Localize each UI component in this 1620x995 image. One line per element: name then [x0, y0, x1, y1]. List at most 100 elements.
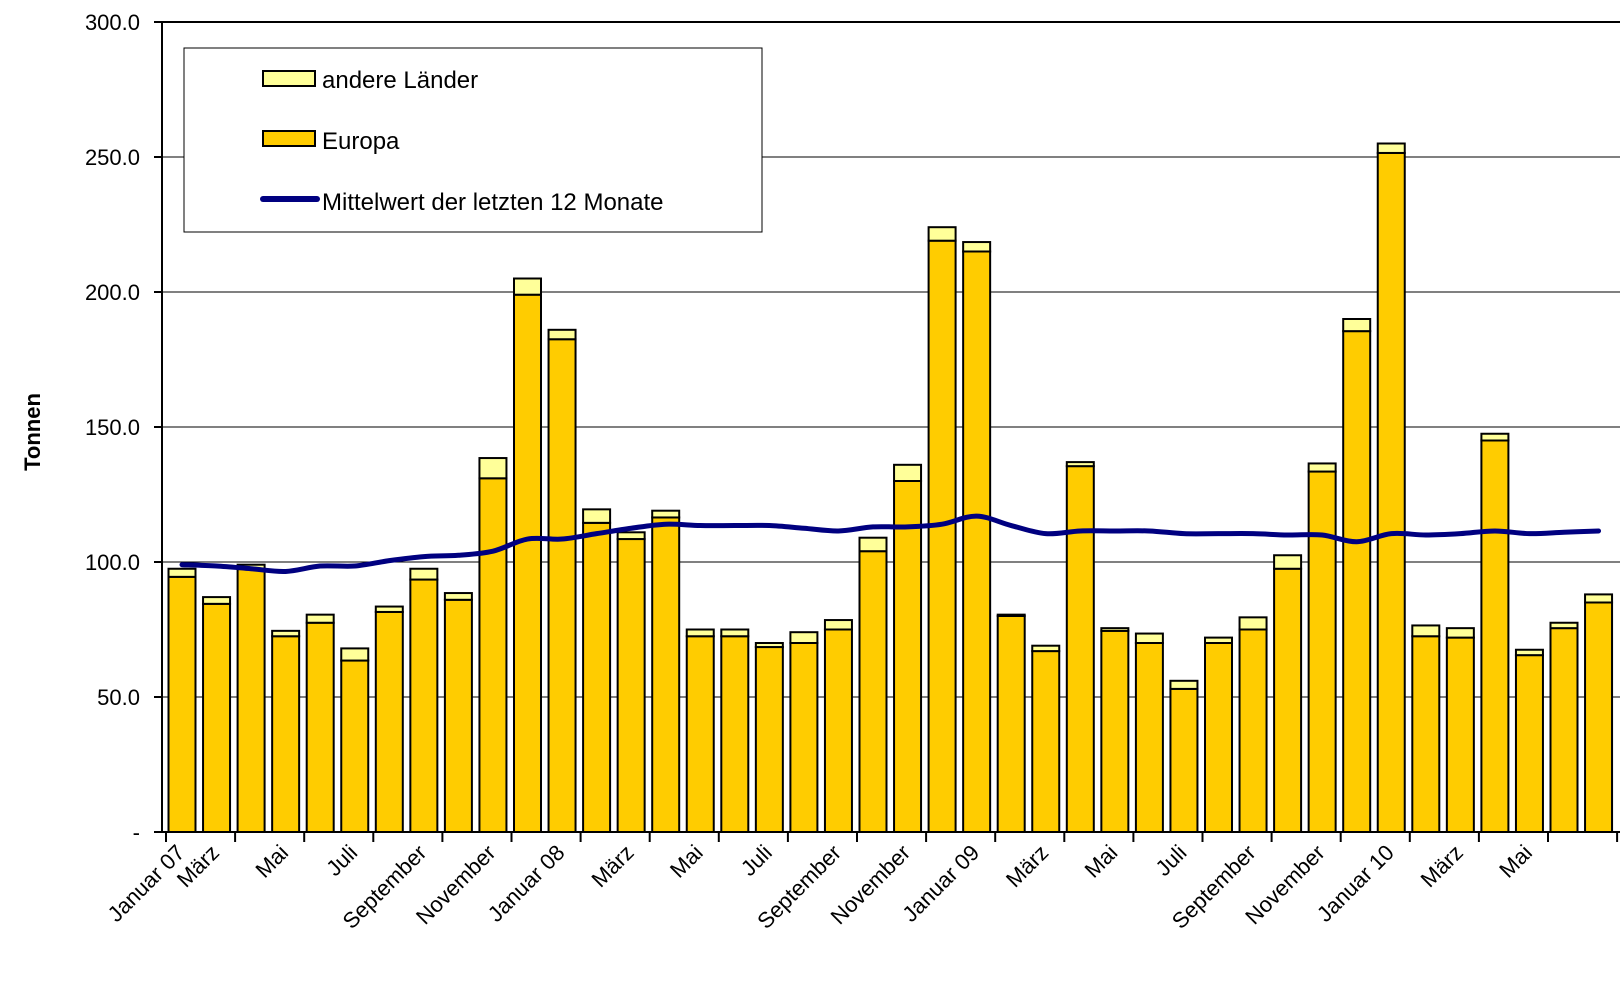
bar-andere-laender — [340, 647, 370, 662]
bar-andere-laender — [409, 567, 439, 581]
x-tick-label: Juli — [321, 840, 362, 881]
x-tick-label: Januar 07 — [103, 840, 190, 927]
axes — [154, 21, 1620, 842]
bar-europa — [962, 250, 992, 833]
x-tick-label: Juli — [1150, 840, 1191, 881]
bar-europa — [616, 538, 646, 833]
bar-andere-laender — [1376, 142, 1406, 154]
x-tick-label: Juli — [736, 840, 777, 881]
bar-andere-laender — [789, 631, 819, 645]
legend: andere Länder Europa Mittelwert der letz… — [183, 47, 763, 233]
bar-andere-laender — [1100, 627, 1130, 632]
bar-europa — [340, 659, 370, 833]
bar-andere-laender — [1445, 627, 1475, 639]
bar-andere-laender — [271, 629, 301, 638]
y-axis-label: Tonnen — [20, 393, 45, 471]
bar-andere-laender — [1549, 621, 1579, 630]
bar-andere-laender — [547, 328, 577, 341]
bar-europa — [1134, 642, 1164, 833]
bar-europa — [651, 516, 681, 833]
x-tick-label: März — [586, 840, 638, 892]
bar-andere-laender — [374, 605, 404, 613]
bar-andere-laender — [996, 613, 1026, 618]
bar-andere-laender — [962, 241, 992, 253]
bar-europa — [1584, 601, 1614, 833]
bar-andere-laender — [927, 226, 957, 242]
bar-europa — [1169, 687, 1199, 834]
bar-andere-laender — [582, 508, 612, 524]
bar-andere-laender — [754, 642, 784, 649]
legend-label-mean: Mittelwert der letzten 12 Monate — [322, 189, 664, 216]
y-tick-label: - — [133, 820, 140, 845]
x-tick-label: Mai — [1080, 840, 1123, 883]
bar-andere-laender — [1480, 432, 1510, 442]
mean-line-layer — [179, 513, 1602, 574]
bar-europa — [1480, 439, 1510, 833]
bar-andere-laender — [1065, 461, 1095, 468]
x-tick-label: Mai — [665, 840, 708, 883]
legend-swatch-andere-laender — [262, 70, 316, 87]
bar-europa — [478, 477, 508, 833]
bar-andere-laender — [1342, 318, 1372, 333]
bar-europa — [236, 567, 266, 833]
bar-europa — [547, 338, 577, 833]
bar-europa — [823, 628, 853, 833]
bar-andere-laender — [1169, 679, 1199, 690]
bar-andere-laender — [1031, 644, 1061, 653]
bar-europa — [582, 521, 612, 833]
bar-europa — [1376, 151, 1406, 833]
bar-europa — [1307, 470, 1337, 833]
x-tick-label: Mai — [1494, 840, 1537, 883]
bar-andere-laender — [202, 596, 232, 605]
x-tick-label: März — [1001, 840, 1053, 892]
bar-andere-laender — [478, 457, 508, 480]
bar-europa — [1100, 629, 1130, 833]
bar-andere-laender — [893, 463, 923, 482]
bar-europa — [927, 239, 957, 833]
bar-andere-laender — [1204, 636, 1233, 644]
bar-andere-laender — [1514, 648, 1544, 657]
mean-line — [179, 513, 1602, 574]
y-tick-label: 250.0 — [85, 145, 140, 170]
bar-andere-laender — [513, 277, 542, 296]
legend-label-andere-laender: andere Länder — [322, 67, 478, 94]
bar-andere-laender — [1307, 462, 1337, 473]
bar-europa — [1549, 627, 1579, 834]
bar-europa — [1411, 635, 1441, 833]
y-tick-label: 200.0 — [85, 280, 140, 305]
bar-europa — [167, 575, 197, 833]
bar-europa — [202, 602, 232, 833]
bar-europa — [685, 635, 715, 833]
y-tick-label: 100.0 — [85, 550, 140, 575]
bar-andere-laender — [651, 509, 681, 519]
bar-andere-laender — [616, 531, 646, 541]
bar-andere-laender — [1238, 616, 1268, 631]
bar-europa — [1514, 654, 1544, 834]
legend-swatch-europa — [262, 130, 316, 147]
bar-europa — [789, 642, 819, 833]
y-tick-label: 300.0 — [85, 10, 140, 35]
bar-andere-laender — [167, 567, 197, 578]
bar-andere-laender — [1411, 624, 1441, 638]
legend-label-europa: Europa — [322, 128, 400, 155]
bar-europa — [1204, 642, 1233, 833]
x-tick-label: Mai — [250, 840, 293, 883]
y-tick-label: 150.0 — [85, 415, 140, 440]
x-tick-label: März — [1416, 840, 1468, 892]
bar-europa — [271, 635, 301, 833]
bar-europa — [754, 646, 784, 833]
bar-andere-laender — [1134, 632, 1164, 644]
bar-europa — [1238, 628, 1268, 833]
bar-andere-laender — [1273, 554, 1303, 570]
bar-europa — [720, 635, 750, 833]
bar-europa — [858, 550, 888, 833]
bar-andere-laender — [1584, 593, 1614, 604]
bar-europa — [374, 610, 404, 834]
bar-europa — [1342, 330, 1372, 833]
bar-europa — [1031, 650, 1061, 833]
bar-europa — [305, 621, 335, 833]
bars — [167, 142, 1614, 834]
bar-europa — [1445, 636, 1475, 833]
bar-andere-laender — [823, 619, 853, 631]
